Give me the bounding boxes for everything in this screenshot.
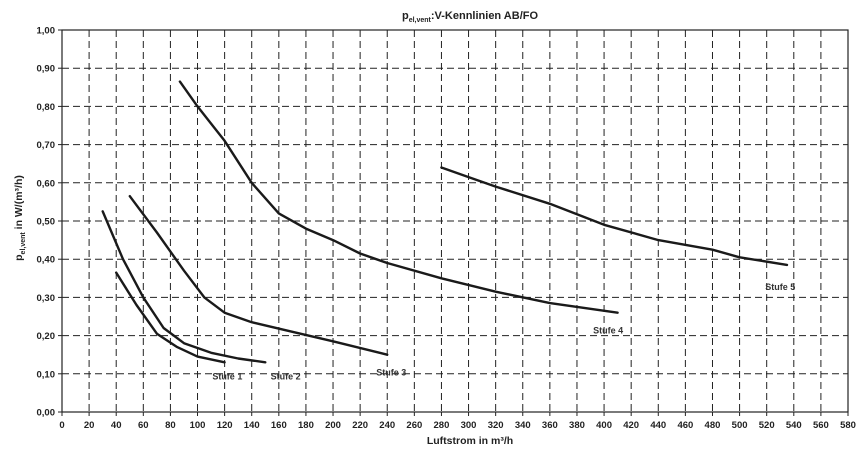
x-tick-label: 580 xyxy=(840,420,856,431)
x-tick-label: 400 xyxy=(596,420,612,431)
series-line-stufe-4 xyxy=(178,80,619,314)
y-tick-label: 0,40 xyxy=(37,255,56,266)
chart-title: pel,vent:V-Kennlinien AB/FO xyxy=(402,10,539,24)
y-tick-label: 0,30 xyxy=(37,293,56,304)
series-label-stufe-1: Stufe 1 xyxy=(212,372,242,382)
x-tick-label: 100 xyxy=(190,420,206,431)
x-tick-label: 460 xyxy=(677,420,693,431)
x-tick-label: 180 xyxy=(298,420,314,431)
y-tick-label: 0,60 xyxy=(37,178,56,189)
x-tick-label: 440 xyxy=(650,420,666,431)
x-tick-label: 280 xyxy=(434,420,450,431)
y-tick-label: 0,70 xyxy=(37,140,56,151)
x-tick-label: 160 xyxy=(271,420,287,431)
series-line-stufe-5 xyxy=(440,166,789,267)
x-tick-label: 60 xyxy=(138,420,149,431)
x-tick-label: 0 xyxy=(59,420,64,431)
x-tick-label: 140 xyxy=(244,420,260,431)
x-tick-label: 220 xyxy=(352,420,368,431)
series-lines xyxy=(101,80,789,364)
y-tick-label: 0,80 xyxy=(37,102,56,113)
x-tick-label: 80 xyxy=(165,420,176,431)
series-label-stufe-4: Stufe 4 xyxy=(593,326,623,336)
series-line-stufe-2 xyxy=(101,210,267,364)
x-axis-ticks: 0 20 40 60 80 100 120 140 160 180 200 220 240 260 280 3… xyxy=(59,412,856,431)
series-label-stufe-5: Stufe 5 xyxy=(765,282,795,292)
series-line-stufe-1 xyxy=(114,271,226,364)
y-tick-label: 0,10 xyxy=(37,369,56,380)
series-label-stufe-2: Stufe 2 xyxy=(271,372,301,382)
plot-frame xyxy=(61,29,849,413)
x-tick-label: 240 xyxy=(379,420,395,431)
x-tick-label: 20 xyxy=(84,420,95,431)
x-tick-label: 120 xyxy=(217,420,233,431)
x-tick-label: 520 xyxy=(759,420,775,431)
y-axis-label: pel,vent in W/(m³/h) xyxy=(13,175,27,261)
y-tick-label: 1,00 xyxy=(37,26,56,37)
x-tick-label: 360 xyxy=(542,420,558,431)
y-axis-ticks: 0,00 0,10 0,20 0,30 0,40 0,50 0,60 0,70 0,80 0,90… xyxy=(37,26,62,419)
grid xyxy=(62,30,848,412)
series-label-stufe-3: Stufe 3 xyxy=(376,368,406,378)
x-tick-label: 340 xyxy=(515,420,531,431)
y-tick-label: 0,50 xyxy=(37,217,56,228)
x-tick-label: 300 xyxy=(461,420,477,431)
x-tick-label: 540 xyxy=(786,420,802,431)
y-tick-label: 0,20 xyxy=(37,331,56,342)
x-tick-label: 480 xyxy=(705,420,721,431)
y-tick-label: 0,00 xyxy=(37,408,56,419)
x-tick-label: 560 xyxy=(813,420,829,431)
x-tick-label: 500 xyxy=(732,420,748,431)
series-line-stufe-3 xyxy=(128,194,389,356)
x-tick-label: 40 xyxy=(111,420,122,431)
x-tick-label: 200 xyxy=(325,420,341,431)
x-tick-label: 320 xyxy=(488,420,504,431)
y-tick-label: 0,90 xyxy=(37,64,56,75)
series-labels: Stufe 1 Stufe 2 Stufe 3 Stufe 4 Stufe 5 xyxy=(212,282,795,382)
x-tick-label: 260 xyxy=(406,420,422,431)
x-tick-label: 380 xyxy=(569,420,585,431)
x-tick-label: 420 xyxy=(623,420,639,431)
x-axis-label: Luftstrom in m³/h xyxy=(427,435,513,447)
